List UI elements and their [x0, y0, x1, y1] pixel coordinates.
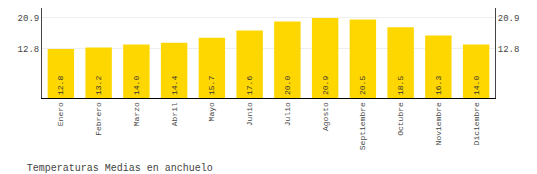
svg-text:20.9: 20.9 [18, 14, 40, 24]
svg-text:12.8: 12.8 [56, 76, 65, 95]
svg-text:20.9: 20.9 [498, 14, 520, 24]
svg-text:Diciembre: Diciembre [472, 102, 481, 145]
svg-text:14.0: 14.0 [132, 76, 141, 95]
svg-text:18.5: 18.5 [396, 76, 405, 95]
svg-text:Enero: Enero [56, 102, 65, 126]
svg-text:Junio: Junio [245, 102, 254, 126]
svg-text:14.0: 14.0 [472, 76, 481, 95]
svg-text:20.5: 20.5 [358, 76, 367, 95]
svg-text:Octubre: Octubre [396, 102, 405, 136]
svg-text:20.9: 20.9 [321, 76, 330, 95]
svg-text:14.4: 14.4 [170, 76, 179, 95]
svg-text:Septiembre: Septiembre [358, 102, 367, 150]
svg-text:13.2: 13.2 [94, 76, 103, 95]
svg-text:15.7: 15.7 [207, 76, 216, 95]
svg-text:Temperaturas Medias en anchuel: Temperaturas Medias en anchuelo [27, 163, 213, 174]
svg-text:Abril: Abril [170, 102, 179, 126]
svg-text:16.3: 16.3 [434, 76, 443, 95]
svg-text:17.6: 17.6 [245, 76, 254, 95]
svg-text:20.0: 20.0 [283, 76, 292, 95]
svg-text:Julio: Julio [283, 102, 292, 126]
svg-text:12.8: 12.8 [18, 45, 40, 55]
svg-text:Marzo: Marzo [132, 102, 141, 126]
svg-text:Noviembre: Noviembre [434, 102, 443, 145]
svg-text:Mayo: Mayo [207, 102, 216, 121]
svg-text:Agosto: Agosto [321, 102, 330, 131]
svg-text:12.8: 12.8 [498, 45, 520, 55]
svg-text:Febrero: Febrero [94, 102, 103, 136]
